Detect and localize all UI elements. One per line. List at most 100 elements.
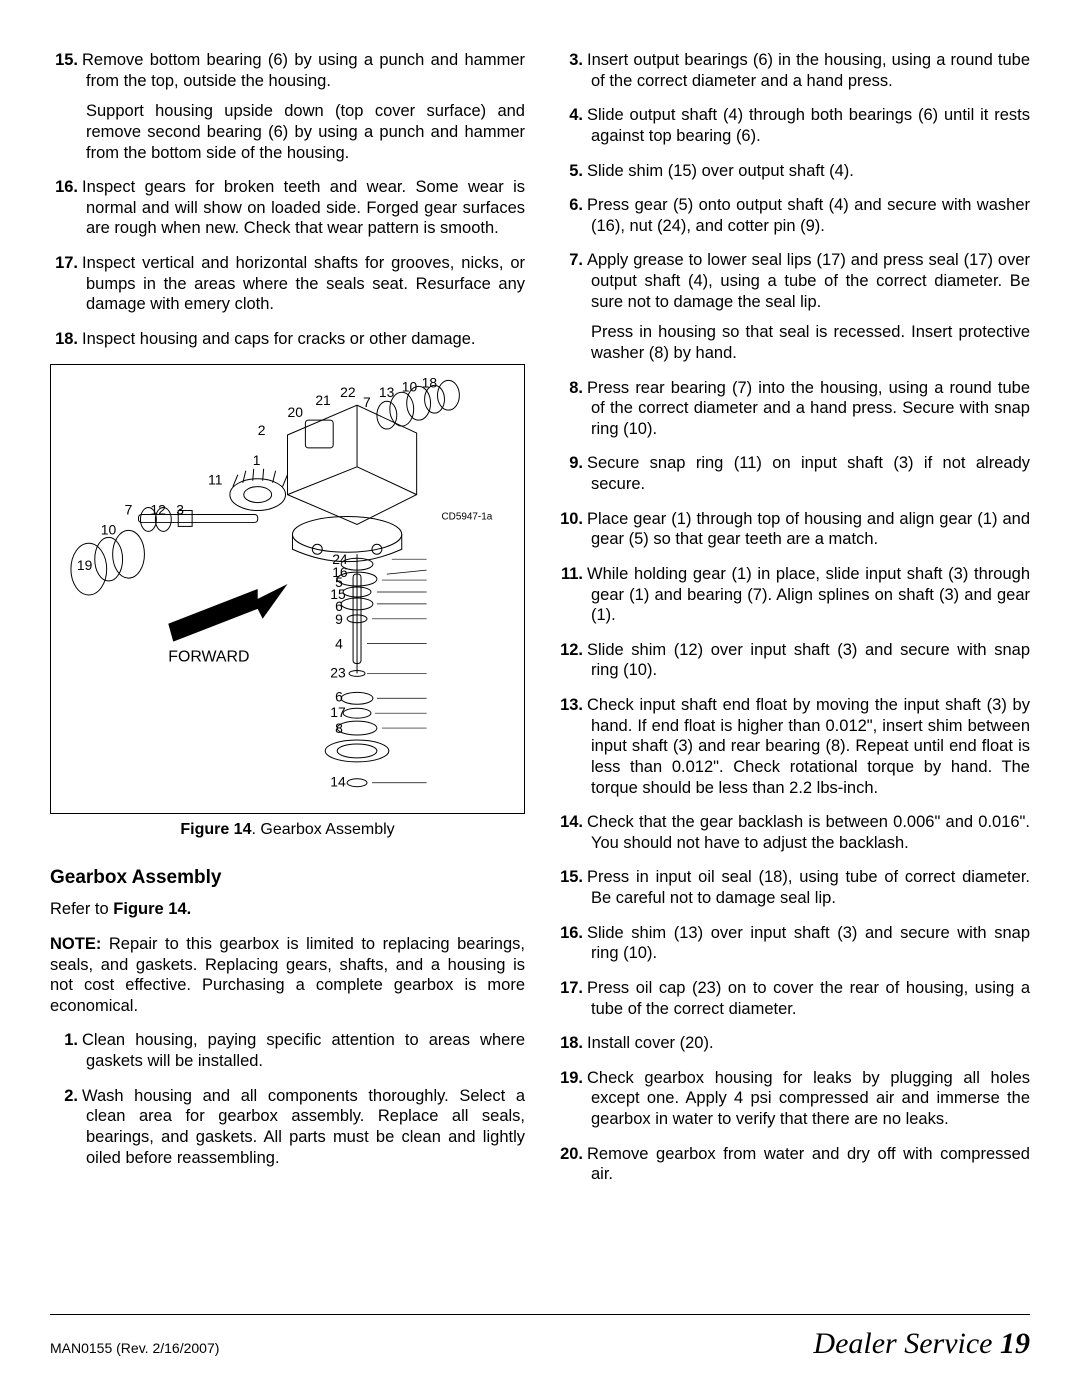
item-number: 12.: [559, 640, 587, 661]
item-text: Wash housing and all components thorough…: [82, 1087, 525, 1167]
callout-1: 1: [253, 451, 261, 467]
assembly-steps-list-part2: 3.Insert output bearings (6) in the hous…: [555, 50, 1030, 1185]
list-item: 10.Place gear (1) through top of housing…: [587, 509, 1030, 550]
item-number: 16.: [559, 923, 587, 944]
item-number: 17.: [54, 253, 82, 274]
footer-doc-id: MAN0155 (Rev. 2/16/2007): [50, 1340, 219, 1356]
callout-21: 21: [315, 392, 331, 408]
callout-2: 2: [258, 422, 266, 438]
item-text: Apply grease to lower seal lips (17) and…: [587, 251, 1030, 310]
callout-10a: 10: [101, 521, 117, 537]
item-text: Remove bottom bearing (6) by using a pun…: [82, 51, 525, 90]
list-item: 1.Clean housing, paying specific attenti…: [82, 1030, 525, 1071]
callout-3: 3: [176, 501, 184, 517]
callout-23: 23: [330, 664, 346, 680]
item-number: 7.: [559, 250, 587, 271]
item-number: 6.: [559, 195, 587, 216]
callout-14: 14: [330, 773, 346, 789]
item-number: 15.: [54, 50, 82, 71]
figure-14-box: FORWARD CD5947-1a: [50, 364, 525, 814]
item-number: 1.: [54, 1030, 82, 1051]
item-text: Clean housing, paying specific attention…: [82, 1031, 525, 1070]
list-item: 5.Slide shim (15) over output shaft (4).: [587, 161, 1030, 182]
page: 15.Remove bottom bearing (6) by using a …: [0, 0, 1080, 1397]
note-text: Repair to this gearbox is limited to rep…: [50, 935, 525, 1015]
item-text: Install cover (20).: [587, 1034, 714, 1052]
item-number: 8.: [559, 378, 587, 399]
refer-text: Refer to: [50, 900, 113, 918]
callout-19: 19: [77, 557, 93, 573]
list-item: 15.Press in input oil seal (18), using t…: [587, 867, 1030, 908]
callout-6b: 6: [335, 688, 343, 704]
forward-label: FORWARD: [168, 648, 249, 665]
callout-7a: 7: [125, 501, 133, 517]
callout-8: 8: [335, 720, 343, 736]
item-text: Place gear (1) through top of housing an…: [587, 510, 1030, 549]
list-item: 7.Apply grease to lower seal lips (17) a…: [587, 250, 1030, 363]
list-item: 4.Slide output shaft (4) through both be…: [587, 105, 1030, 146]
item-number: 16.: [54, 177, 82, 198]
list-item: 8.Press rear bearing (7) into the housin…: [587, 378, 1030, 440]
list-item: 19.Check gearbox housing for leaks by pl…: [587, 1068, 1030, 1130]
item-number: 20.: [559, 1144, 587, 1165]
callout-7b: 7: [363, 394, 371, 410]
item-number: 10.: [559, 509, 587, 530]
item-number: 3.: [559, 50, 587, 71]
note-paragraph: NOTE: Repair to this gearbox is limited …: [50, 934, 525, 1017]
gearbox-assembly-diagram: FORWARD CD5947-1a: [59, 373, 516, 805]
list-item: 20.Remove gearbox from water and dry off…: [587, 1144, 1030, 1185]
list-item: 17.Inspect vertical and horizontal shaft…: [82, 253, 525, 315]
callout-10b: 10: [402, 378, 418, 394]
callout-20: 20: [288, 404, 304, 420]
item-text: Inspect vertical and horizontal shafts f…: [82, 254, 525, 313]
figure-caption-rest: . Gearbox Assembly: [251, 821, 394, 838]
list-item: 17.Press oil cap (23) on to cover the re…: [587, 978, 1030, 1019]
list-item: 2.Wash housing and all components thorou…: [82, 1086, 525, 1169]
item-number: 2.: [54, 1086, 82, 1107]
item-text: Press gear (5) onto output shaft (4) and…: [587, 196, 1030, 235]
item-text: Press rear bearing (7) into the housing,…: [587, 379, 1030, 438]
callout-11: 11: [208, 471, 223, 487]
item-number: 17.: [559, 978, 587, 999]
item-text: Insert output bearings (6) in the housin…: [587, 51, 1030, 90]
item-number: 18.: [54, 329, 82, 350]
footer-section-title: Dealer Service 19: [813, 1327, 1030, 1361]
item-text: Press in input oil seal (18), using tube…: [587, 868, 1030, 907]
item-number: 11.: [559, 564, 587, 585]
item-number: 4.: [559, 105, 587, 126]
callout-22: 22: [340, 384, 356, 400]
note-bold: NOTE:: [50, 935, 101, 953]
right-column: 3.Insert output bearings (6) in the hous…: [555, 50, 1030, 1199]
page-footer: MAN0155 (Rev. 2/16/2007) Dealer Service …: [50, 1327, 1030, 1361]
item-text: Check input shaft end float by moving th…: [587, 696, 1030, 797]
item-text: Check gearbox housing for leaks by plugg…: [587, 1069, 1030, 1128]
figure-caption: Figure 14. Gearbox Assembly: [50, 820, 525, 840]
callout-12: 12: [150, 501, 166, 517]
callout-4: 4: [335, 635, 343, 651]
list-item: 15.Remove bottom bearing (6) by using a …: [82, 50, 525, 163]
callout-9: 9: [335, 610, 343, 626]
footer-page-number: 19: [1000, 1327, 1030, 1360]
item-text: Slide shim (15) over output shaft (4).: [587, 162, 854, 180]
item-number: 5.: [559, 161, 587, 182]
left-column: 15.Remove bottom bearing (6) by using a …: [50, 50, 525, 1199]
list-item: 14.Check that the gear backlash is betwe…: [587, 812, 1030, 853]
list-item: 9.Secure snap ring (11) on input shaft (…: [587, 453, 1030, 494]
list-item: 3.Insert output bearings (6) in the hous…: [587, 50, 1030, 91]
item-text: Check that the gear backlash is between …: [587, 813, 1030, 852]
list-item: 13.Check input shaft end float by moving…: [587, 695, 1030, 798]
item-text: Remove gearbox from water and dry off wi…: [587, 1145, 1030, 1184]
item-sub-paragraph: Press in housing so that seal is recesse…: [591, 322, 1030, 363]
item-text: Slide shim (13) over input shaft (3) and…: [587, 924, 1030, 963]
item-number: 19.: [559, 1068, 587, 1089]
item-text: Slide output shaft (4) through both bear…: [587, 106, 1030, 145]
item-text: Inspect housing and caps for cracks or o…: [82, 330, 475, 348]
part-code: CD5947-1a: [441, 511, 492, 522]
item-text: While holding gear (1) in place, slide i…: [587, 565, 1030, 624]
list-item: 6.Press gear (5) onto output shaft (4) a…: [587, 195, 1030, 236]
two-column-layout: 15.Remove bottom bearing (6) by using a …: [50, 50, 1030, 1199]
item-text: Press oil cap (23) on to cover the rear …: [587, 979, 1030, 1018]
item-number: 13.: [559, 695, 587, 716]
callout-18: 18: [422, 374, 438, 390]
item-text: Slide shim (12) over input shaft (3) and…: [587, 641, 1030, 680]
